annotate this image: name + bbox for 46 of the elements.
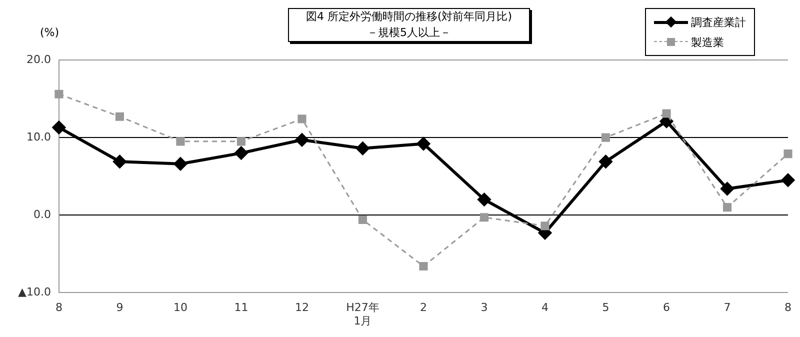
point bbox=[720, 182, 734, 196]
point bbox=[599, 155, 612, 168]
point bbox=[722, 203, 732, 212]
x-tick-label: 6 bbox=[662, 301, 670, 314]
point bbox=[782, 174, 794, 187]
y-tick-label: 10.0 bbox=[26, 130, 51, 144]
y-axis-title: (%) bbox=[40, 26, 60, 39]
point bbox=[419, 262, 428, 271]
point bbox=[358, 215, 368, 224]
point bbox=[52, 120, 66, 134]
point bbox=[113, 155, 126, 168]
x-tick-label: 12 bbox=[294, 301, 309, 314]
point bbox=[54, 90, 64, 98]
point bbox=[174, 157, 187, 170]
y-tick-label: ▲10.0 bbox=[18, 285, 51, 298]
point bbox=[540, 222, 550, 230]
x-tick-label: 7 bbox=[724, 301, 731, 314]
y-tick-label: 0.0 bbox=[33, 208, 51, 221]
x-tick-label: 11 bbox=[234, 301, 248, 314]
point bbox=[480, 213, 489, 222]
point bbox=[298, 114, 306, 124]
x-tick-label: 9 bbox=[116, 301, 124, 314]
x-tick-label: 2 bbox=[420, 301, 427, 314]
point bbox=[295, 133, 308, 146]
x-tick-label: 5 bbox=[602, 301, 610, 314]
x-tick-label: 3 bbox=[480, 301, 488, 314]
point bbox=[784, 150, 792, 158]
point bbox=[356, 142, 370, 155]
point bbox=[478, 193, 491, 206]
point bbox=[236, 137, 246, 146]
x-tick-label: 8 bbox=[55, 301, 62, 314]
chart-title: 図4 所定外労働時間の推移(対前年同月比) bbox=[304, 9, 514, 25]
chart-subtitle: －規模5人以上－ bbox=[366, 25, 452, 41]
x-tick-label: 4 bbox=[541, 301, 548, 314]
x-tick-label: 8 bbox=[784, 301, 792, 314]
point bbox=[601, 133, 610, 142]
point bbox=[662, 109, 671, 118]
x-tick-label: 10 bbox=[173, 301, 188, 314]
legend-label: 製造業 bbox=[691, 34, 724, 50]
point bbox=[176, 137, 185, 146]
legend-label: 調査産業計 bbox=[691, 14, 746, 30]
x-tick-label: H27年 1月 bbox=[346, 301, 380, 328]
point bbox=[115, 112, 124, 121]
point bbox=[234, 146, 248, 160]
y-tick-label: 20.0 bbox=[26, 52, 51, 66]
point bbox=[416, 137, 430, 150]
